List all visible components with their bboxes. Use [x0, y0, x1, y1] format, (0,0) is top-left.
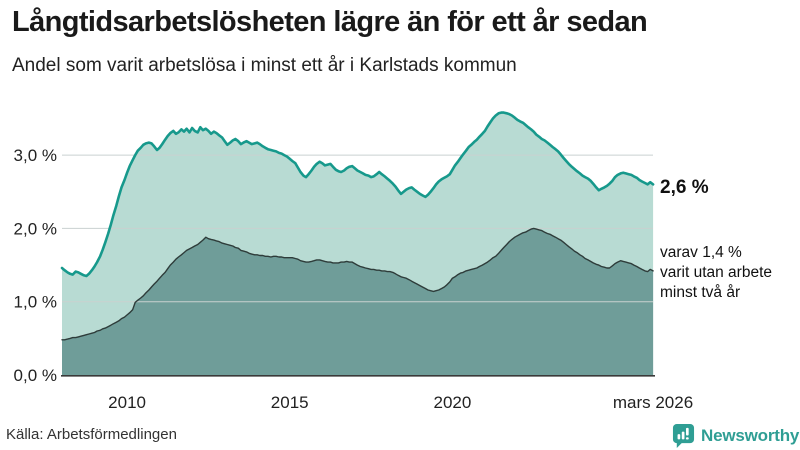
y-tick-label: 3,0 % — [14, 146, 57, 165]
series-line-1 — [60, 111, 655, 278]
annotation-line: varav 1,4 % — [660, 244, 742, 261]
page-title: Långtidsarbetslösheten lägre än för ett … — [12, 6, 648, 38]
brand-wordmark: Newsworthy — [701, 425, 800, 445]
x-tick-label: 2015 — [271, 393, 309, 412]
end-value-label: 2,6 % — [660, 177, 709, 198]
x-tick-label: 2020 — [433, 393, 471, 412]
source-credit: Källa: Arbetsförmedlingen — [6, 426, 177, 443]
x-tick-label: 2010 — [108, 393, 146, 412]
secondary-series-annotation: varav 1,4 % varit utan arbete minst två … — [660, 243, 772, 302]
annotation-line: minst två år — [660, 283, 741, 301]
chart-subtitle: Andel som varit arbetslösa i minst ett å… — [12, 55, 517, 76]
annotation-line: varit utan arbete — [660, 263, 773, 281]
series-line-2 — [61, 227, 654, 341]
y-tick-label: 1,0 % — [14, 293, 57, 312]
y-tick-label: 2,0 % — [14, 219, 57, 238]
x-tick-label: mars 2026 — [613, 393, 693, 412]
newsworthy-chart-bubble-icon — [672, 424, 695, 448]
newsworthy-logo: Newsworthy — [672, 423, 799, 448]
y-tick-label: 0,0 % — [14, 366, 57, 385]
